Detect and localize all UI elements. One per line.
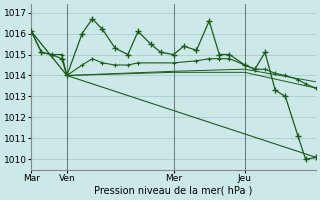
X-axis label: Pression niveau de la mer( hPa ): Pression niveau de la mer( hPa ) — [94, 186, 253, 196]
